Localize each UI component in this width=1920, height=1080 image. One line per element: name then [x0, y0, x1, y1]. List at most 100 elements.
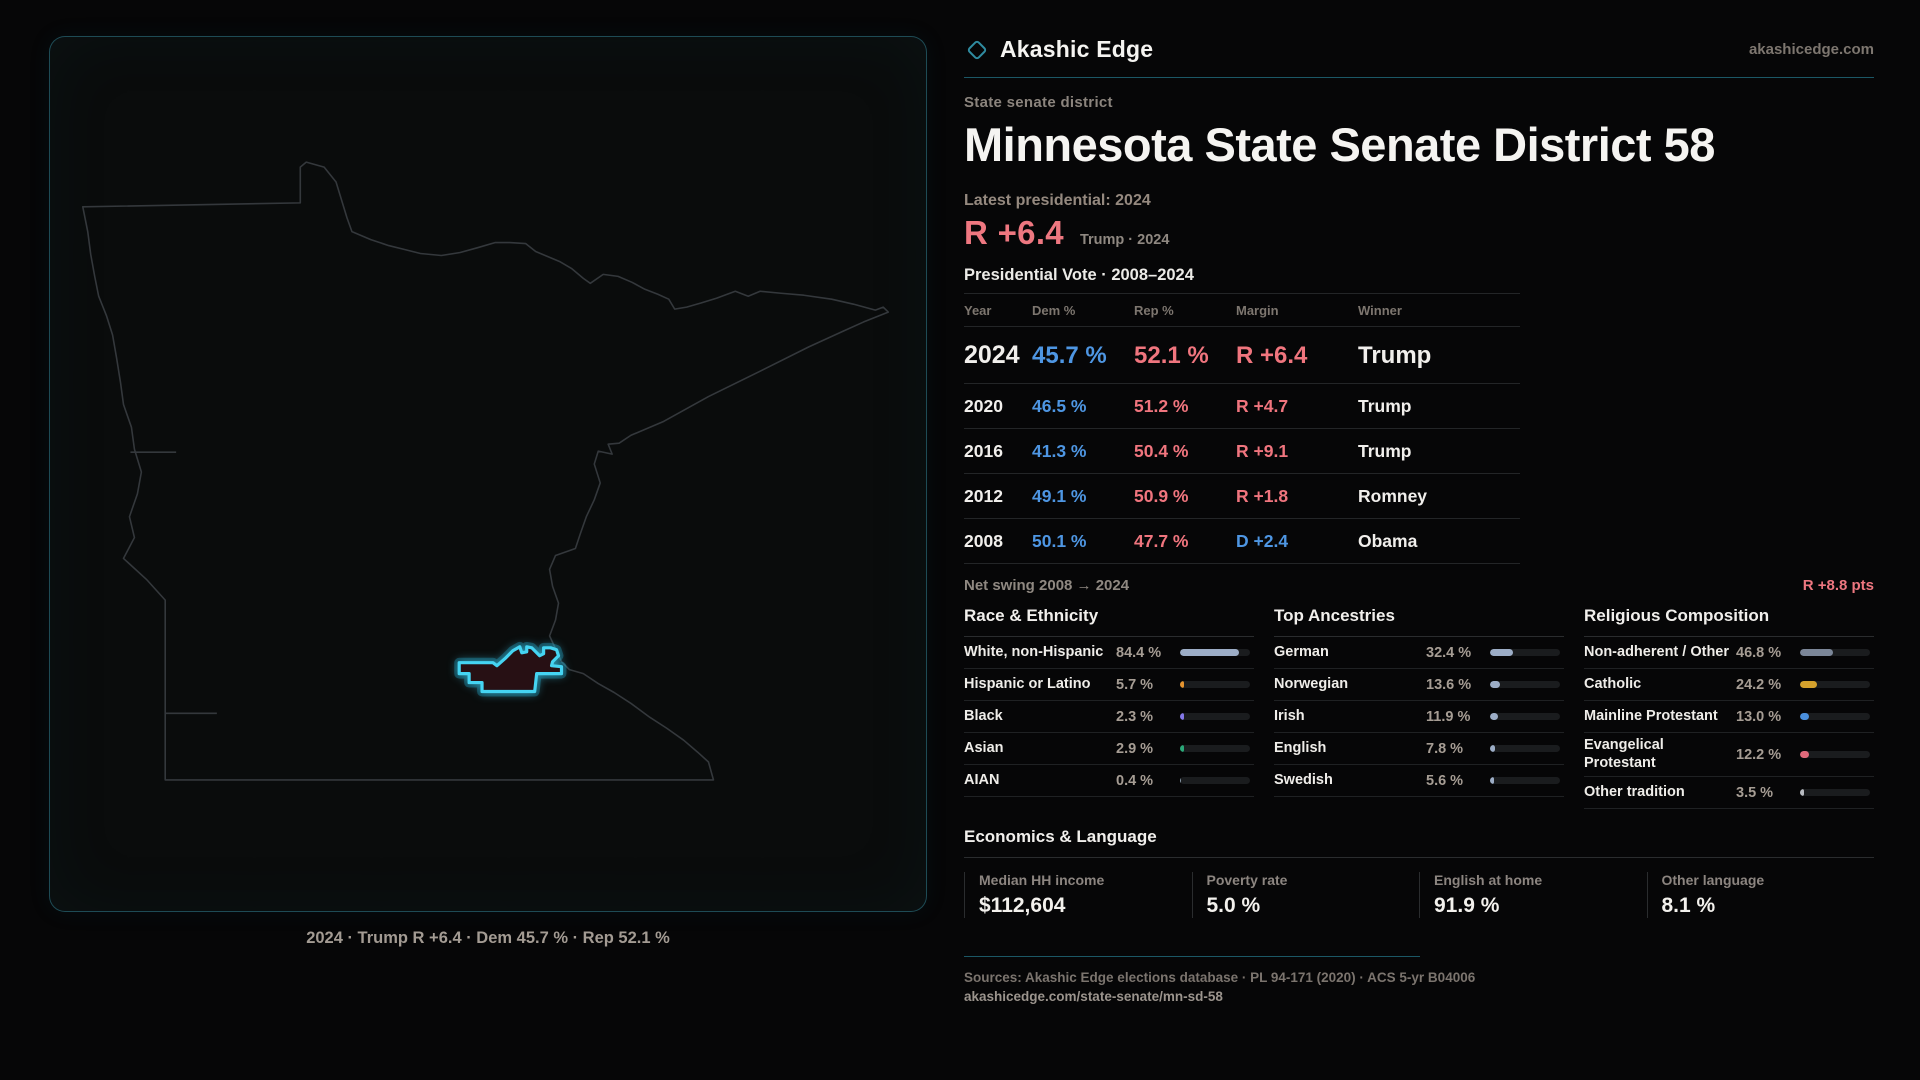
demographic-bar-fill: [1490, 713, 1499, 721]
year-cell: 2012: [964, 473, 1032, 520]
demographic-row: Catholic 24.2 %: [1584, 669, 1874, 702]
demographic-bar-fill: [1800, 751, 1809, 759]
dem-share-cell: 49.1 %: [1032, 473, 1134, 520]
rep-share-cell: 50.4 %: [1134, 428, 1236, 475]
demographic-label: White, non-Hispanic: [964, 644, 1104, 661]
vote-table-row: 2024 45.7 % 52.1 % R +6.4 Trump: [964, 326, 1520, 385]
demographic-bar-fill: [1490, 745, 1496, 753]
footer: Sources: Akashic Edge elections database…: [964, 956, 1874, 1004]
brand: Akashic Edge: [964, 36, 1153, 63]
stat-block: English at home 91.9 %: [1419, 872, 1647, 919]
margin-cell: R +4.7: [1236, 383, 1358, 430]
vote-table-row: 2008 50.1 % 47.7 % D +2.4 Obama: [964, 518, 1520, 565]
demographic-value: 32.4 %: [1426, 644, 1472, 661]
stat-value: $112,604: [979, 894, 1066, 918]
demographic-bar: [1490, 745, 1560, 753]
stat-value: 5.0 %: [1206, 894, 1261, 918]
permalink[interactable]: akashicedge.com/state-senate/mn-sd-58: [964, 989, 1223, 1005]
latest-presidential-label: Latest presidential: 2024: [964, 192, 1151, 210]
demographic-bar-fill: [1800, 789, 1804, 797]
demographic-row: Asian 2.9 %: [964, 733, 1254, 766]
stat-block: Other language 8.1 %: [1646, 872, 1875, 919]
demographic-value: 7.8 %: [1426, 740, 1464, 757]
demographic-bar: [1180, 745, 1250, 753]
brand-domain-link[interactable]: akashicedge.com: [1748, 41, 1874, 58]
vote-table-header: Dem %: [1032, 293, 1134, 328]
demographic-label: Asian: [964, 740, 1004, 757]
page-title: Minnesota State Senate District 58: [964, 118, 1715, 171]
demographics-column-title: Religious Composition: [1584, 606, 1874, 638]
demographics-column: Race & Ethnicity White, non-Hispanic 84.4 …: [964, 606, 1254, 809]
demographics-column: Religious Composition Non-adherent / Othe…: [1584, 606, 1874, 810]
economics-title: Economics & Language: [964, 827, 1874, 859]
vote-table-header: Winner: [1358, 293, 1520, 328]
demographic-value: 24.2 %: [1736, 676, 1782, 693]
brand-bar: Akashic Edge akashicedge.com: [964, 36, 1874, 78]
headline-margin: R +6.4 Trump · 2024: [964, 214, 1874, 252]
demographic-bar-fill: [1800, 649, 1833, 657]
demographic-row: Black 2.3 %: [964, 701, 1254, 734]
dem-share-cell: 41.3 %: [1032, 428, 1134, 475]
demographic-bar-fill: [1490, 777, 1494, 785]
demographics-column: Top Ancestries German 32.4 % Norwegian 13.6 …: [1274, 606, 1564, 809]
vote-table-row: 2016 41.3 % 50.4 % R +9.1 Trump: [964, 428, 1520, 475]
rep-share-cell: 47.7 %: [1134, 518, 1236, 565]
demographic-label: Other tradition: [1584, 784, 1685, 801]
headline-margin-value: R +6.4: [964, 214, 1064, 252]
year-cell: 2008: [964, 518, 1032, 565]
demographic-label: AIAN: [964, 772, 1000, 789]
vote-table-header: Year: [964, 293, 1032, 328]
net-swing-row: Net swing 2008 → 2024 R +8.8 pts: [964, 564, 1874, 606]
demographic-label: Hispanic or Latino: [964, 676, 1091, 693]
dem-share-cell: 45.7 %: [1032, 326, 1134, 385]
demographic-value: 5.6 %: [1426, 772, 1464, 789]
demographic-value: 13.6 %: [1426, 676, 1472, 693]
presidential-vote-table: Year Dem % Rep % Margin Winner 2024 45.7 % 52.…: [964, 293, 1520, 565]
vote-table-header: Rep %: [1134, 293, 1236, 328]
demographic-row: Non-adherent / Other 46.8 %: [1584, 637, 1874, 670]
rep-share-cell: 50.9 %: [1134, 473, 1236, 520]
vote-table-body: 2024 45.7 % 52.1 % R +6.4 Trump 2020 46.5 % 51.…: [964, 326, 1520, 565]
demographic-bar: [1490, 681, 1560, 689]
demographic-bar: [1180, 649, 1250, 657]
vote-table-title: Presidential Vote · 2008–2024: [964, 266, 1194, 285]
stat-label: English at home: [1434, 872, 1543, 889]
year-cell: 2024: [964, 326, 1032, 385]
demographic-label: Catholic: [1584, 676, 1642, 693]
demographic-bar: [1180, 681, 1250, 689]
demographic-value: 5.7 %: [1116, 676, 1154, 693]
net-swing-label: Net swing 2008 → 2024: [964, 577, 1130, 595]
demographic-row: German 32.4 %: [1274, 637, 1564, 670]
demographics-column-title: Race & Ethnicity: [964, 606, 1254, 638]
district-58-shape[interactable]: [457, 645, 564, 694]
vote-table-header-row: Year Dem % Rep % Margin Winner: [964, 293, 1520, 328]
demographic-value: 0.4 %: [1116, 772, 1154, 789]
demographic-row: AIAN 0.4 %: [964, 765, 1254, 798]
margin-cell: R +1.8: [1236, 473, 1358, 520]
margin-cell: D +2.4: [1236, 518, 1358, 565]
demographic-label: Swedish: [1274, 772, 1333, 789]
demographic-bar: [1180, 777, 1250, 785]
demographic-bar-fill: [1490, 681, 1500, 689]
dem-share-cell: 46.5 %: [1032, 383, 1134, 430]
demographic-value: 11.9 %: [1426, 708, 1471, 725]
stat-block: Median HH income $112,604: [964, 872, 1192, 919]
demographic-label: Non-adherent / Other: [1584, 644, 1730, 661]
demographic-row: Mainline Protestant 13.0 %: [1584, 701, 1874, 734]
demographic-value: 12.2 %: [1736, 746, 1782, 763]
demographic-row: White, non-Hispanic 84.4 %: [964, 637, 1254, 670]
demographic-bar: [1800, 713, 1870, 721]
demographic-label: Irish: [1274, 708, 1305, 725]
economics-stats-row: Median HH income $112,604 Poverty rate 5.0 …: [964, 872, 1875, 919]
vote-table-row: 2020 46.5 % 51.2 % R +4.7 Trump: [964, 383, 1520, 430]
map-caption: 2024 · Trump R +6.4 · Dem 45.7 % · Rep 5…: [306, 929, 670, 947]
demographic-bar-fill: [1180, 713, 1184, 721]
margin-cell: R +6.4: [1236, 326, 1358, 385]
demographic-bar: [1180, 713, 1250, 721]
sources-text: Sources: Akashic Edge elections database…: [964, 970, 1476, 986]
demographic-bar-fill: [1180, 745, 1184, 753]
winner-cell: Romney: [1358, 473, 1520, 520]
demographic-bar: [1490, 777, 1560, 785]
demographic-bar-fill: [1490, 649, 1513, 657]
demographic-label: German: [1274, 644, 1329, 661]
